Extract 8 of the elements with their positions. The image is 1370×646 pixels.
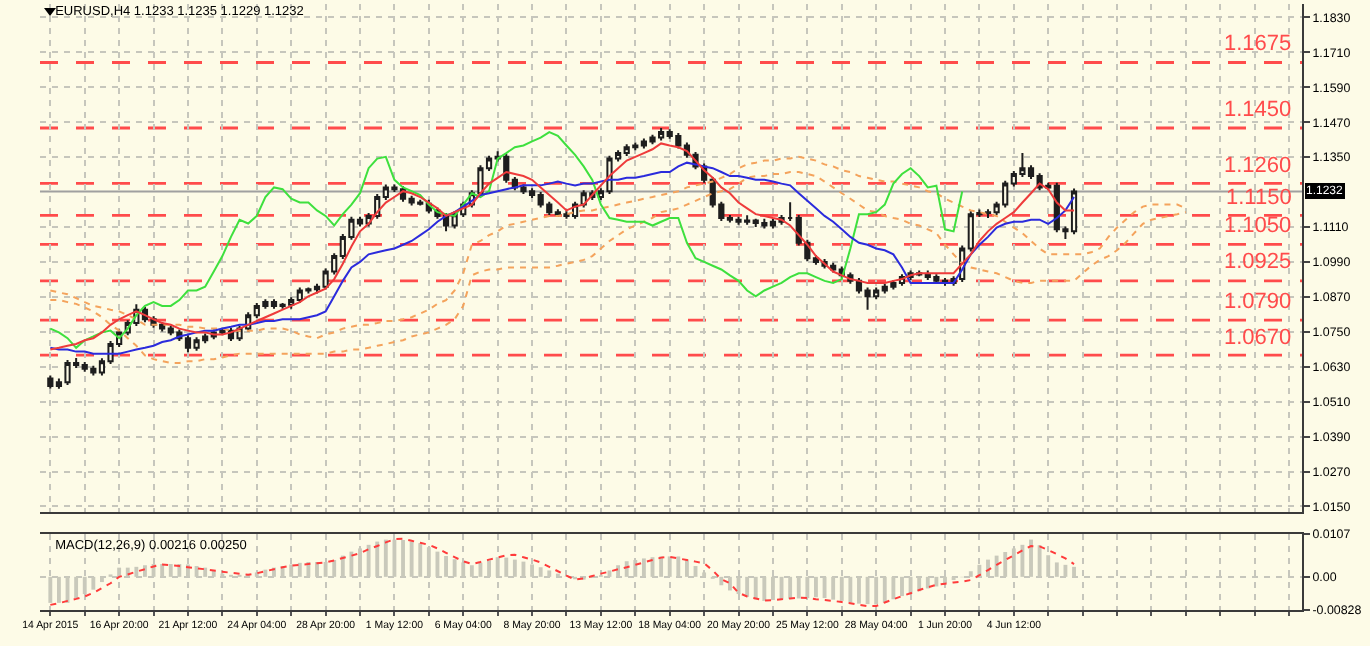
ref-line-label: 1.1675 bbox=[1224, 32, 1292, 56]
ref-line-label: 1.1150 bbox=[1226, 186, 1292, 210]
ref-line-label: 1.1450 bbox=[1224, 98, 1292, 122]
ref-line-label: 1.0790 bbox=[1224, 290, 1292, 314]
ref-line-label: 1.1260 bbox=[1224, 154, 1292, 178]
ref-line-label: 1.0925 bbox=[1224, 250, 1292, 274]
ref-line-label: 1.1050 bbox=[1224, 214, 1292, 238]
ref-line-label: 1.0670 bbox=[1224, 326, 1292, 350]
